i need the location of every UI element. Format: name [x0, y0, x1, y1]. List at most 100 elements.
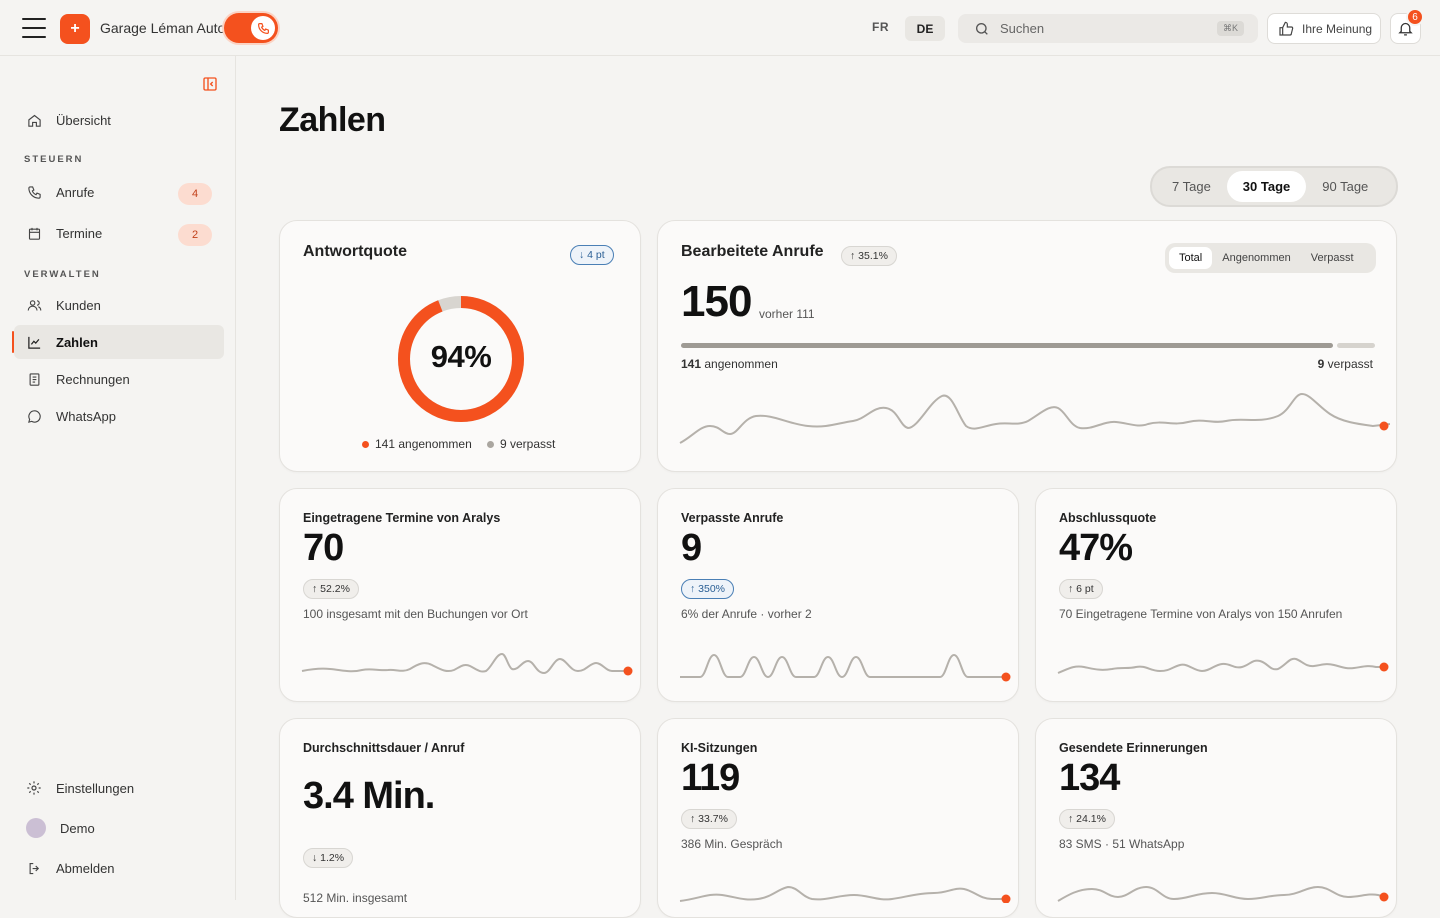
sidebar: Übersicht STEUERN Anrufe 4 Termine 2 VER…: [0, 56, 236, 900]
delta-badge: ↑ 350%: [681, 579, 735, 599]
feedback-label: Ihre Meinung: [1302, 21, 1373, 36]
closing-rate-sparkline: [1057, 657, 1389, 674]
sidebar-item-label: WhatsApp: [56, 408, 116, 424]
sidebar-item-logout[interactable]: Abmelden: [14, 851, 224, 885]
delta-badge: ↑ 33.7%: [681, 809, 737, 829]
card-title: Abschlussquote: [1059, 511, 1157, 525]
missed-summary: 9 verpasst: [1318, 357, 1373, 371]
home-icon: [26, 112, 42, 128]
line-chart-icon: [26, 334, 42, 350]
feedback-button[interactable]: Ihre Meinung: [1267, 13, 1381, 44]
sidebar-item-label: Demo: [60, 820, 95, 836]
card-note: 386 Min. Gespräch: [681, 837, 783, 851]
delta-badge: ↓ 1.2%: [303, 848, 354, 868]
range-7-days[interactable]: 7 Tage: [1172, 179, 1211, 194]
filter-total[interactable]: Total: [1169, 247, 1213, 269]
reminders-card: Gesendete Erinnerungen 134 ↑ 24.1% 83 SM…: [1035, 718, 1397, 918]
sidebar-item-label: Übersicht: [56, 112, 111, 128]
missed-dot: [487, 440, 494, 448]
filter-missed[interactable]: Verpasst: [1310, 252, 1354, 264]
search-shortcut: ⌘K: [1216, 21, 1244, 36]
missed-calls-value: 9: [681, 527, 702, 569]
card-note: 83 SMS · 51 WhatsApp: [1059, 837, 1185, 851]
answered-label: angenommen: [704, 357, 778, 371]
calendar-icon: [26, 225, 42, 241]
sidebar-item-invoices[interactable]: Rechnungen: [14, 362, 224, 396]
sidebar-item-label: Anrufe: [56, 184, 95, 200]
missed-calls-card: Verpasste Anrufe 9 ↑ 350% 6% der Anrufe …: [657, 488, 1019, 702]
handled-calls-card: Bearbeitete Anrufe ↑ 35.1% 150 vorher 11…: [657, 220, 1397, 472]
delta-badge: ↑ 24.1%: [1059, 809, 1115, 829]
sidebar-item-overview[interactable]: Übersicht: [14, 103, 224, 137]
search-input[interactable]: Suchen ⌘K: [958, 14, 1258, 43]
brand-logo: +: [60, 14, 90, 44]
sidebar-item-calls[interactable]: Anrufe 4: [14, 175, 224, 209]
missed-bar: [1337, 343, 1375, 348]
range-30-days[interactable]: 30 Tage: [1226, 171, 1307, 202]
handled-calls-value: 150: [681, 277, 752, 326]
date-range-selector: 7 Tage 30 Tage 90 Tage: [1150, 166, 1398, 207]
previous-value: vorher 111: [759, 307, 815, 321]
brand-name: Garage Léman Auto: [100, 20, 226, 36]
calls-count-badge: 4: [178, 183, 212, 205]
card-title: Durchschnittsdauer / Anruf: [303, 741, 465, 755]
ai-sessions-sparkline: [679, 885, 1011, 903]
card-note: 70 Eingetragene Termine von Aralys von 1…: [1059, 607, 1343, 621]
handled-calls-sparkline: [679, 392, 1390, 444]
delta-badge: ↑ 52.2%: [303, 579, 359, 599]
reminders-value: 134: [1059, 757, 1120, 799]
legend-missed-label: 9 verpasst: [500, 437, 556, 451]
lang-fr-button[interactable]: FR: [872, 20, 889, 34]
sidebar-item-label: Einstellungen: [56, 780, 135, 796]
appointments-sparkline: [301, 652, 633, 676]
range-90-days[interactable]: 90 Tage: [1322, 179, 1369, 194]
sidebar-item-whatsapp[interactable]: WhatsApp: [14, 399, 224, 433]
card-title: Eingetragene Termine von Aralys: [303, 511, 501, 525]
filter-answered[interactable]: Angenommen: [1222, 252, 1291, 264]
ai-sessions-value: 119: [681, 757, 740, 799]
closing-rate-value: 47%: [1059, 527, 1133, 569]
avatar: [26, 818, 46, 838]
sidebar-item-customers[interactable]: Kunden: [14, 288, 224, 322]
sidebar-item-label: Zahlen: [56, 334, 98, 350]
bell-icon: [1398, 22, 1413, 36]
sidebar-item-appointments[interactable]: Termine 2: [14, 216, 224, 250]
sidebar-item-label: Rechnungen: [56, 371, 130, 387]
delta-badge: ↓ 4 pt: [570, 245, 614, 265]
missed-label: verpasst: [1327, 357, 1373, 371]
missed-count: 9: [1317, 357, 1325, 371]
sidebar-item-label: Termine: [56, 225, 103, 241]
answered-summary: 141 angenommen: [681, 357, 778, 371]
chat-bubble-icon: [26, 408, 42, 424]
search-icon: [976, 23, 988, 35]
sidebar-item-numbers[interactable]: Zahlen: [12, 325, 224, 359]
top-bar: + Garage Léman Auto FR DE Suchen ⌘K Ihre…: [0, 0, 1440, 56]
notification-badge: 6: [1406, 8, 1424, 26]
call-handling-toggle[interactable]: [224, 13, 278, 43]
answer-rate-value: 94%: [430, 339, 492, 374]
legend-answered: 141 angenommen: [362, 437, 472, 451]
logout-icon: [26, 860, 42, 876]
sidebar-item-user[interactable]: Demo: [14, 811, 224, 845]
section-label-verwalten: VERWALTEN: [24, 269, 101, 280]
menu-icon[interactable]: [22, 18, 46, 38]
users-icon: [26, 297, 42, 313]
card-note: 100 insgesamt mit den Buchungen vor Ort: [303, 607, 528, 621]
sidebar-item-settings[interactable]: Einstellungen: [14, 771, 224, 805]
appointments-value: 70: [303, 527, 344, 569]
legend-missed: 9 verpasst: [487, 437, 555, 451]
page-title: Zahlen: [279, 101, 386, 139]
lang-de-button[interactable]: DE: [905, 16, 945, 41]
gear-icon: [26, 780, 42, 796]
card-note: 512 Min. insgesamt: [303, 891, 408, 905]
section-label-steuern: STEUERN: [24, 154, 84, 165]
card-title: Gesendete Erinnerungen: [1059, 741, 1208, 755]
thumbs-up-icon: [1279, 21, 1294, 36]
collapse-sidebar-icon[interactable]: [202, 76, 218, 92]
card-title: Antwortquote: [303, 243, 407, 260]
appointments-count-badge: 2: [178, 224, 212, 246]
closing-rate-card: Abschlussquote 47% ↑ 6 pt 70 Eingetragen…: [1035, 488, 1397, 702]
answer-rate-donut: [398, 296, 524, 422]
document-icon: [26, 371, 42, 387]
missed-calls-sparkline: [680, 653, 1011, 682]
